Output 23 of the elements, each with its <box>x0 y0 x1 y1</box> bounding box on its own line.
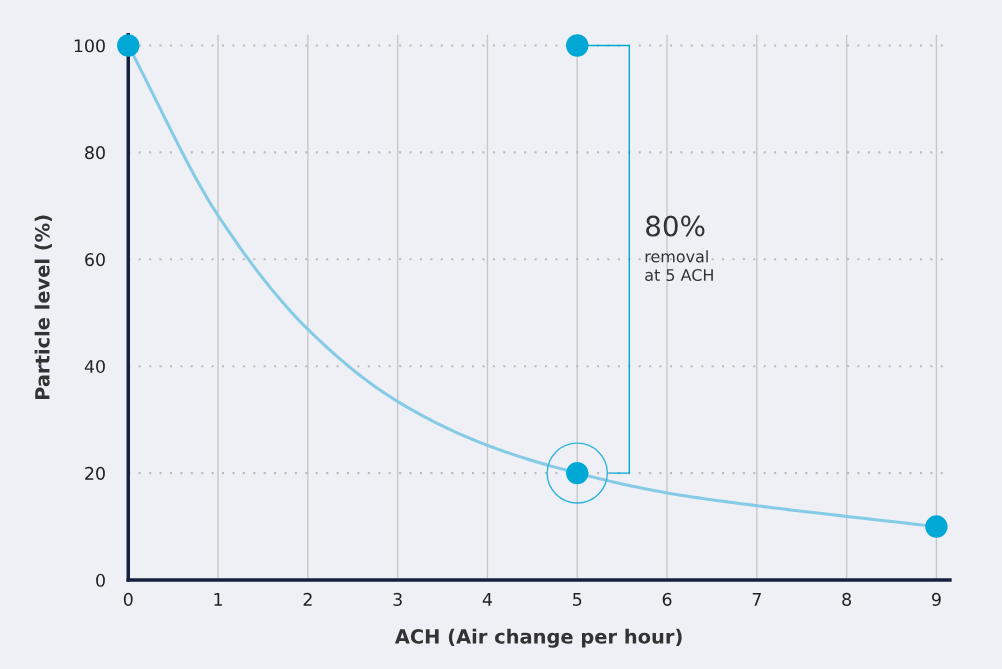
y-tick-label: 20 <box>85 466 105 480</box>
point <box>117 34 140 57</box>
x-tick-label: 3 <box>393 592 402 606</box>
y-tick-label: 40 <box>84 359 105 374</box>
x-tick-label: 1 <box>214 593 222 606</box>
x-tick-label: 5 <box>573 593 582 606</box>
x-tick-label: 4 <box>482 593 492 606</box>
x-tick-label: 0 <box>123 592 133 606</box>
y-tick-label: 80 <box>85 146 105 160</box>
point <box>566 34 589 57</box>
annotation: removal at 5 ACH <box>645 250 713 282</box>
annotation: 80% <box>646 215 705 237</box>
y-tick-label: 100 <box>74 39 105 53</box>
point <box>925 515 948 538</box>
x-axis-title: ACH (Air change per hour) <box>394 628 682 648</box>
y-axis-title: Particle level (%) <box>34 215 52 400</box>
y-tick-label: 0 <box>96 573 105 587</box>
x-tick-label: 7 <box>752 593 761 606</box>
x-tick-label: 9 <box>932 592 941 606</box>
y-tick-label: 60 <box>85 253 105 267</box>
x-tick-label: 8 <box>842 592 851 606</box>
x-tick-label: 2 <box>303 592 312 606</box>
x-tick-label: 6 <box>662 592 672 606</box>
